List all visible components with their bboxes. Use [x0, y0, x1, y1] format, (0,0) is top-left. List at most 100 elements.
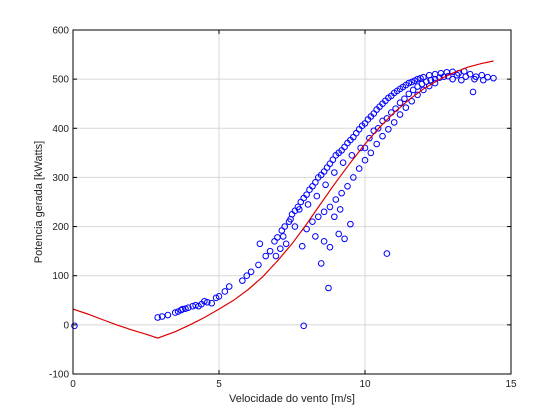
- y-tick-label: 600: [52, 26, 69, 37]
- x-axis-ticks: 0 5 10 15: [70, 30, 517, 390]
- y-tick-label: 200: [52, 222, 69, 233]
- data-point: [179, 305, 186, 313]
- data-point: [279, 233, 287, 240]
- data-point: [320, 238, 328, 245]
- data-point: [303, 191, 310, 198]
- data-point: [469, 88, 477, 96]
- data-point: [383, 250, 391, 257]
- data-point: [274, 234, 281, 241]
- data-point: [408, 97, 416, 105]
- data-point: [338, 189, 345, 197]
- data-point: [335, 230, 343, 238]
- data-point: [158, 313, 166, 320]
- data-point: [297, 198, 305, 206]
- data-point: [405, 90, 413, 98]
- axes-frame: [72, 29, 512, 375]
- data-point: [347, 220, 354, 228]
- data-point: [154, 314, 161, 321]
- data-point: [401, 95, 408, 103]
- data-point: [326, 243, 334, 251]
- data-point: [453, 71, 461, 79]
- data-point: [312, 179, 319, 186]
- y-axis-ticks: -100 0 100 200 300 400 500 600: [49, 26, 511, 381]
- data-point: [208, 299, 215, 307]
- y-axis-label: Potencia gerada [kWatts]: [33, 141, 45, 264]
- data-point: [317, 260, 325, 267]
- data-point: [303, 225, 310, 233]
- data-point: [281, 223, 289, 230]
- x-tick-label: 15: [505, 379, 517, 390]
- data-point: [344, 182, 351, 190]
- data-point: [423, 78, 430, 85]
- data-point: [171, 309, 179, 316]
- data-point: [361, 156, 369, 164]
- data-point: [390, 119, 398, 126]
- data-point: [425, 82, 433, 90]
- data-point: [204, 298, 211, 306]
- data-point: [341, 235, 348, 243]
- data-point: [331, 213, 338, 221]
- y-tick-label: 400: [52, 124, 69, 135]
- data-point: [326, 203, 334, 211]
- data-point: [291, 223, 299, 230]
- data-point: [357, 144, 364, 152]
- data-point: [266, 247, 274, 255]
- data-point: [243, 272, 251, 280]
- x-tick-label: 5: [216, 379, 222, 390]
- data-point: [414, 83, 421, 90]
- data-point: [325, 284, 332, 292]
- data-point: [256, 240, 264, 248]
- x-tick-label: 0: [70, 379, 76, 390]
- data-point: [396, 99, 404, 107]
- data-point: [348, 152, 356, 159]
- data-point: [373, 140, 380, 148]
- data-point: [420, 86, 427, 94]
- data-point: [329, 156, 337, 164]
- data-point: [71, 322, 78, 330]
- data-point: [164, 311, 172, 319]
- data-point: [409, 86, 417, 94]
- data-point: [414, 75, 421, 83]
- data-point: [379, 132, 386, 140]
- data-point: [339, 159, 347, 166]
- data-point: [387, 109, 395, 116]
- plot-area: [71, 60, 497, 339]
- data-point: [239, 277, 246, 284]
- data-point: [366, 134, 373, 142]
- data-point: [312, 233, 319, 240]
- y-tick-label: 0: [63, 320, 69, 331]
- data-point: [350, 174, 357, 181]
- data-point: [298, 242, 306, 250]
- data-point: [177, 306, 185, 314]
- data-point: [385, 125, 392, 133]
- data-point: [352, 129, 360, 137]
- data-point: [405, 79, 413, 87]
- data-point: [323, 164, 331, 171]
- data-point: [300, 322, 307, 330]
- data-point: [314, 213, 322, 221]
- data-point: [304, 201, 312, 208]
- data-point: [420, 73, 427, 81]
- data-point: [247, 268, 255, 276]
- grid: [73, 30, 511, 374]
- data-point: [462, 73, 470, 80]
- data-point: [221, 288, 229, 295]
- y-tick-label: 300: [52, 173, 69, 184]
- fit-curve: [72, 60, 494, 339]
- data-point: [396, 111, 404, 118]
- data-point: [367, 149, 375, 157]
- data-point: [313, 192, 321, 200]
- data-point: [255, 261, 262, 269]
- data-point: [402, 104, 410, 111]
- data-point: [185, 304, 192, 311]
- data-point: [417, 74, 424, 82]
- data-point: [296, 206, 303, 213]
- data-point: [201, 297, 208, 305]
- data-point: [182, 305, 189, 312]
- data-point: [336, 206, 344, 213]
- data-point: [277, 245, 284, 252]
- data-point: [471, 75, 478, 83]
- data-point: [272, 252, 280, 260]
- y-tick-label: -100: [49, 370, 69, 381]
